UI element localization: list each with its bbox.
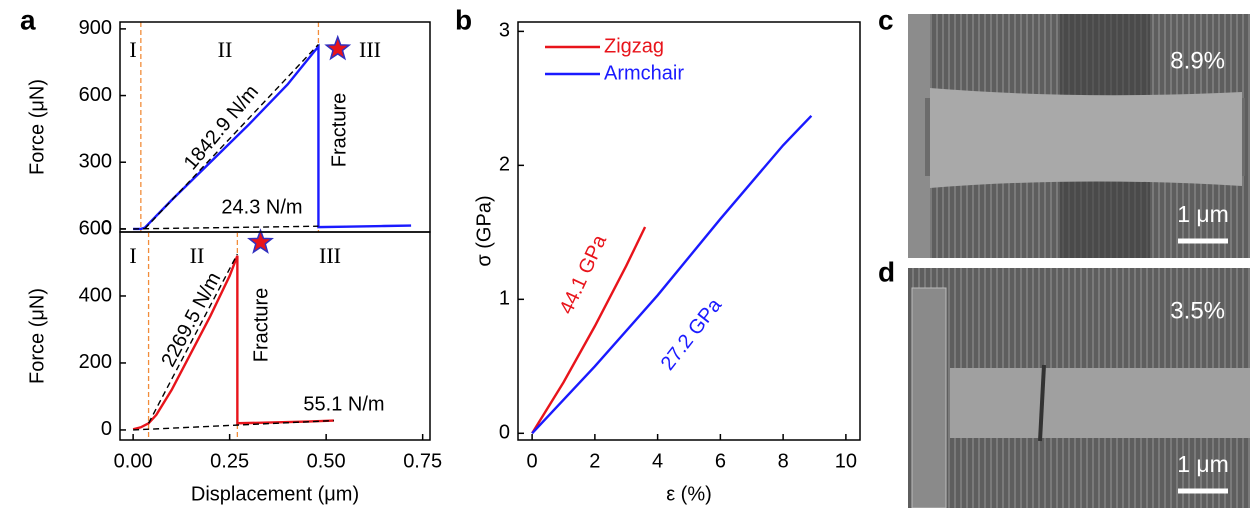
data-line bbox=[144, 43, 319, 230]
y-axis-label: Force (μN) bbox=[26, 288, 48, 384]
panel-label: d bbox=[878, 256, 895, 287]
legend-label: Armchair bbox=[604, 62, 684, 84]
y-axis-label: Force (μN) bbox=[26, 79, 48, 175]
annotation: II bbox=[190, 243, 205, 268]
y-tick-label: 300 bbox=[79, 151, 112, 173]
x-tick-label: 0.50 bbox=[307, 450, 346, 472]
annotation: III bbox=[359, 37, 381, 62]
y-tick-label: 600 bbox=[79, 217, 112, 239]
y-tick-label: 600 bbox=[79, 84, 112, 106]
y-tick-label: 2 bbox=[499, 154, 510, 176]
annotation: 2269.5 N/m bbox=[157, 269, 225, 371]
y-tick-label: 0 bbox=[499, 422, 510, 444]
y-tick-label: 900 bbox=[79, 17, 112, 39]
y-tick-label: 400 bbox=[79, 284, 112, 306]
annotation: III bbox=[319, 243, 341, 268]
annotation: 24.3 N/m bbox=[221, 196, 302, 218]
y-tick-label: 1 bbox=[499, 288, 510, 310]
y-tick-label: 3 bbox=[499, 20, 510, 42]
annotation: 44.1 GPa bbox=[556, 231, 612, 318]
x-tick-label: 4 bbox=[652, 450, 663, 472]
annotation: Fracture bbox=[328, 93, 350, 167]
panel-label: c bbox=[878, 4, 894, 35]
scale-label: 1 μm bbox=[1177, 201, 1229, 227]
panel-label: a bbox=[20, 4, 36, 35]
scale-label: 1 μm bbox=[1177, 451, 1229, 477]
data-line bbox=[147, 253, 238, 424]
data-line bbox=[133, 419, 334, 431]
fracture-star bbox=[324, 34, 352, 61]
legend-label: Zigzag bbox=[604, 35, 664, 57]
x-axis-label: Displacement (μm) bbox=[191, 483, 359, 505]
annotation: 27.2 GPa bbox=[657, 294, 727, 375]
strain-label: 8.9% bbox=[1170, 47, 1225, 74]
strain-label: 3.5% bbox=[1170, 297, 1225, 324]
data-line bbox=[132, 255, 334, 431]
plot-frame bbox=[119, 231, 431, 441]
annotation: I bbox=[129, 243, 136, 268]
data-line bbox=[133, 225, 319, 230]
fracture-star bbox=[247, 228, 274, 254]
data-line bbox=[531, 226, 647, 434]
annotation: I bbox=[129, 37, 136, 62]
annotation: II bbox=[218, 37, 233, 62]
sem-image-c bbox=[908, 14, 1250, 258]
data-line bbox=[531, 114, 813, 435]
annotation: 1842.9 N/m bbox=[180, 81, 263, 174]
x-tick-label: 6 bbox=[715, 450, 726, 472]
x-tick-label: 0.25 bbox=[210, 450, 249, 472]
panel-label: b bbox=[455, 4, 472, 35]
y-tick-label: 0 bbox=[101, 418, 112, 440]
data-line bbox=[133, 43, 412, 231]
sem-image-d bbox=[908, 268, 1250, 508]
plot-frame bbox=[517, 21, 861, 441]
x-tick-label: 0.75 bbox=[403, 450, 442, 472]
x-tick-label: 0 bbox=[527, 450, 538, 472]
x-axis-label: ε (%) bbox=[666, 483, 712, 505]
y-tick-label: 200 bbox=[79, 351, 112, 373]
annotation: Fracture bbox=[250, 288, 272, 362]
x-tick-label: 2 bbox=[589, 450, 600, 472]
y-axis-label: σ (GPa) bbox=[473, 195, 495, 266]
x-tick-label: 0.00 bbox=[114, 450, 153, 472]
annotation: 55.1 N/m bbox=[303, 393, 384, 415]
y-tick-label: 0 bbox=[101, 217, 112, 239]
x-tick-label: 10 bbox=[835, 450, 857, 472]
x-tick-label: 8 bbox=[778, 450, 789, 472]
